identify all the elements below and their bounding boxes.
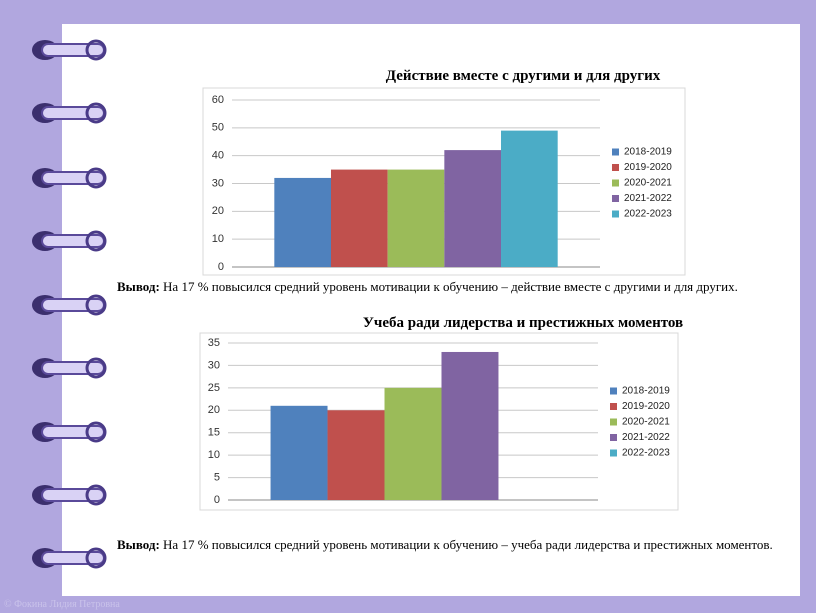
legend-swatch [610, 403, 617, 410]
y-tick-label: 25 [208, 382, 220, 394]
bar [387, 169, 445, 267]
legend-swatch [612, 210, 619, 218]
ring-wire [41, 361, 105, 375]
ring-wire [41, 425, 105, 439]
y-tick-label: 20 [212, 205, 224, 217]
legend-swatch [610, 449, 617, 457]
y-tick-label: 10 [212, 233, 224, 245]
legend-swatch [612, 179, 619, 187]
y-tick-label: 20 [208, 404, 220, 416]
ring-end [85, 167, 107, 189]
ring-wire [41, 488, 105, 502]
y-tick-label: 10 [208, 449, 220, 461]
y-tick-label: 30 [208, 359, 220, 371]
bar [384, 387, 442, 500]
bar [330, 169, 388, 267]
ring-end [85, 484, 107, 506]
legend-label: 2019-2020 [622, 401, 670, 412]
y-tick-label: 50 [212, 122, 224, 134]
ring-end [85, 39, 107, 61]
legend-label: 2018-2019 [622, 386, 670, 397]
bar [327, 410, 385, 500]
ring-end [85, 357, 107, 379]
legend-swatch [612, 195, 619, 202]
legend-label: 2020-2021 [624, 178, 672, 189]
conclusion-text: На 17 % повысился средний уровень мотива… [163, 537, 773, 552]
legend-swatch [610, 434, 617, 441]
ring-wire [41, 298, 105, 312]
ring-wire [41, 171, 105, 185]
ring-wire [41, 551, 105, 565]
bar [441, 351, 499, 500]
bar [444, 150, 502, 267]
bar [501, 130, 558, 267]
ring-end [85, 294, 107, 316]
legend-label: 2019-2020 [624, 162, 672, 173]
chart-title: Действие вместе с другими и для других [386, 68, 661, 84]
legend-label: 2021-2022 [624, 193, 672, 204]
y-tick-label: 15 [208, 427, 220, 439]
legend-swatch [610, 387, 617, 395]
y-tick-label: 0 [218, 261, 224, 273]
y-tick-label: 5 [214, 471, 220, 483]
legend-swatch [612, 148, 619, 156]
legend-label: 2022-2023 [624, 209, 672, 220]
y-tick-label: 35 [208, 337, 220, 349]
footer: © Фокина Лидия Петровна [4, 599, 120, 610]
ring-wire [41, 106, 105, 120]
bar [274, 177, 331, 267]
ring-end [85, 421, 107, 443]
legend-swatch [610, 418, 617, 426]
conclusion-label: Вывод: [117, 537, 160, 552]
legend-label: 2022-2023 [622, 448, 670, 459]
legend-label: 2021-2022 [622, 432, 670, 443]
legend-swatch [612, 164, 619, 171]
bar [270, 405, 328, 500]
ring-end [85, 230, 107, 252]
chart-title: Учеба ради лидерства и престижных момент… [363, 315, 683, 331]
conclusion-text: На 17 % повысился средний уровень мотива… [163, 279, 738, 294]
conclusion: Вывод: На 17 % повысился средний уровень… [117, 279, 738, 294]
conclusion: Вывод: На 17 % повысился средний уровень… [117, 537, 773, 552]
spiral-rings [32, 39, 107, 569]
ring-wire [41, 43, 105, 57]
ring-wire [41, 234, 105, 248]
legend-label: 2020-2021 [622, 417, 670, 428]
legend-label: 2018-2019 [624, 147, 672, 158]
ring-end [85, 102, 107, 124]
y-tick-label: 40 [212, 150, 224, 162]
ring-end [85, 547, 107, 569]
conclusion-label: Вывод: [117, 279, 160, 294]
y-tick-label: 60 [212, 94, 224, 106]
y-tick-label: 0 [214, 494, 220, 506]
y-tick-label: 30 [212, 177, 224, 189]
